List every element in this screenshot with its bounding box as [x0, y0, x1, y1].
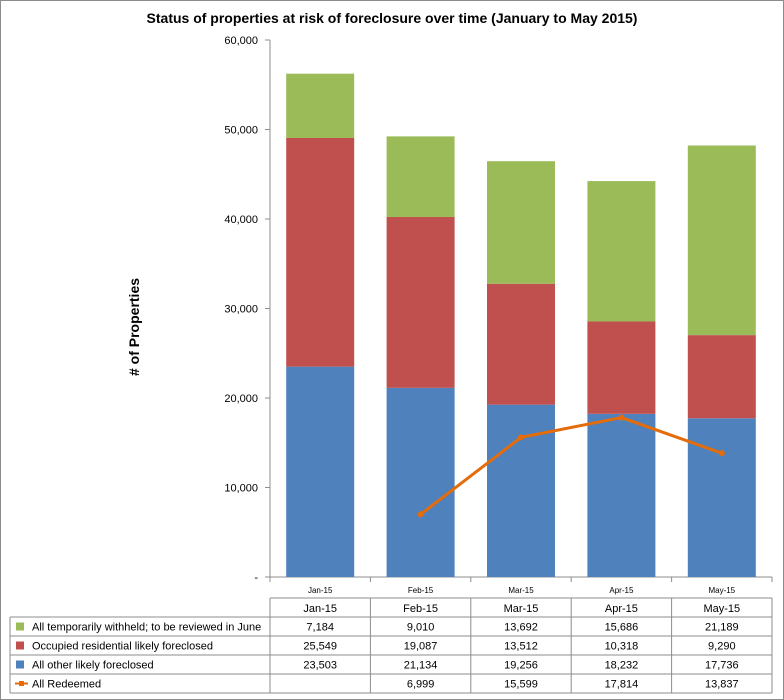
legend-label: All temporarily withheld; to be reviewed…	[32, 622, 261, 634]
data-table: Jan-15 Feb-15 Mar-15 Apr-15 May-15 All tempor…	[9, 597, 773, 694]
x-tick-label: Mar-15	[508, 586, 534, 595]
line-group	[417, 414, 725, 518]
bar	[687, 418, 756, 577]
x-tick-label: Apr-15	[609, 586, 634, 595]
bar	[286, 366, 355, 577]
bar	[487, 283, 555, 405]
table-cell: 10,318	[605, 641, 639, 653]
x-tick-label: May-15	[708, 586, 735, 595]
legend-marker	[19, 681, 24, 686]
y-tick-label: 60,000	[224, 35, 258, 47]
legend-swatch	[16, 622, 24, 631]
table-cell: 9,010	[407, 622, 435, 634]
table-cell: 9,290	[708, 641, 736, 653]
x-tick-label: Jan-15	[308, 586, 333, 595]
series-line	[419, 416, 723, 516]
table-cell: 17,814	[605, 679, 639, 691]
table-cell: 7,184	[306, 622, 334, 634]
y-tick-label: -	[254, 572, 258, 584]
bar	[687, 145, 756, 336]
x-tick-label: Feb-15	[408, 586, 434, 595]
bar	[386, 136, 455, 218]
table-header: Apr-15	[605, 603, 638, 615]
bar	[587, 181, 656, 322]
table-cell: 15,599	[504, 679, 538, 691]
table-cell: 23,503	[303, 660, 337, 672]
line-point	[417, 511, 424, 518]
legend-label: All Redeemed	[32, 679, 101, 691]
y-tick-label: 30,000	[224, 304, 258, 316]
bar	[286, 137, 355, 367]
table-header: May-15	[703, 603, 740, 615]
bar-group	[286, 73, 756, 577]
table-header: Feb-15	[403, 603, 438, 615]
table-header: Mar-15	[504, 603, 539, 615]
legend-label: Occupied residential likely foreclosed	[32, 641, 213, 653]
y-tick-label: 50,000	[224, 125, 258, 137]
table-cell: 19,256	[504, 660, 538, 672]
legend-label: All other likely foreclosed	[32, 660, 154, 672]
bar	[587, 413, 656, 577]
bar	[687, 335, 756, 419]
table-cell: 13,512	[504, 641, 538, 653]
y-tick-label: 20,000	[224, 393, 258, 405]
table-cell: 21,189	[705, 622, 739, 634]
table-cell: 13,692	[504, 622, 538, 634]
bar	[487, 404, 555, 577]
bar	[587, 321, 656, 414]
bar	[286, 73, 355, 138]
table-cell: 15,686	[605, 622, 639, 634]
line-point	[518, 434, 524, 441]
table-cell: 6,999	[407, 679, 435, 691]
line-point	[618, 414, 625, 421]
legend-swatch	[16, 641, 24, 650]
y-tick-label: 10,000	[224, 483, 258, 495]
table-cell: 25,549	[303, 641, 337, 653]
table-cell: 19,087	[404, 641, 438, 653]
table-cell: 17,736	[705, 660, 739, 672]
bar	[386, 217, 455, 388]
table-cell: 21,134	[404, 660, 438, 672]
table-cell: 18,232	[605, 660, 639, 672]
chart-title: Status of properties at risk of foreclos…	[146, 10, 638, 26]
table-cell: 13,837	[705, 679, 739, 691]
table-header: Jan-15	[303, 603, 337, 615]
bar	[487, 161, 555, 284]
line-point	[718, 450, 725, 457]
legend-swatch	[16, 660, 24, 669]
y-tick-label: 40,000	[224, 214, 258, 226]
bar	[386, 387, 455, 577]
